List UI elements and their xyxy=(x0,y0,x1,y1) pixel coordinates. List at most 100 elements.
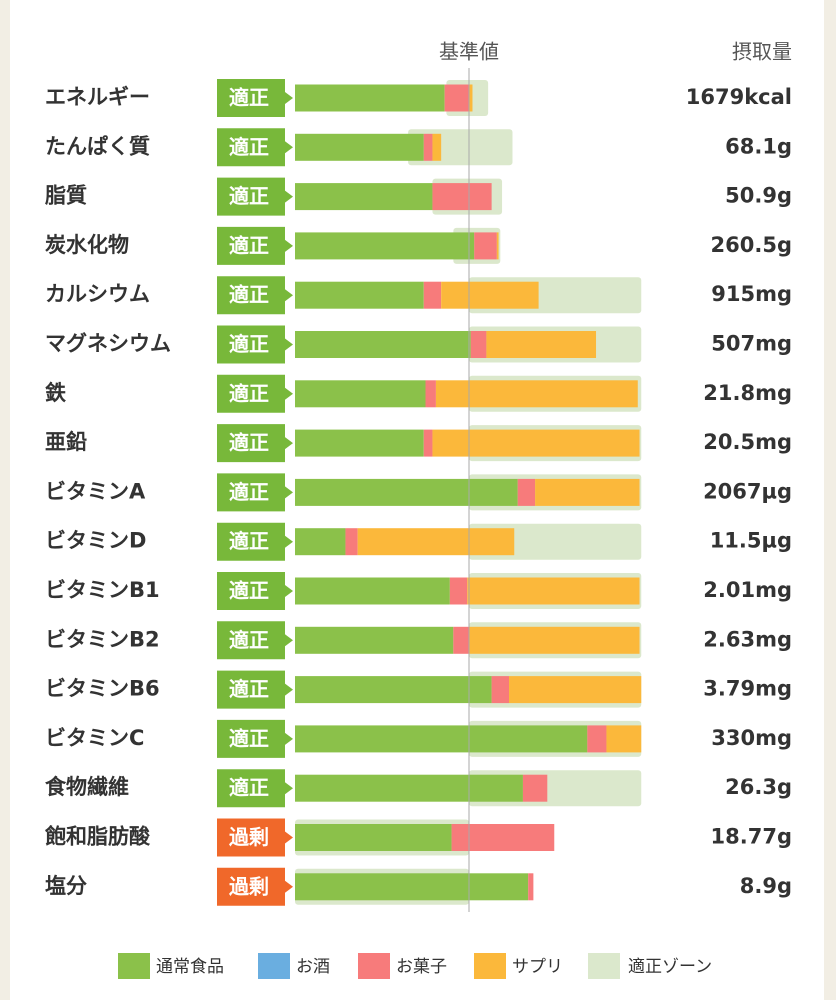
status-badge xyxy=(217,473,293,512)
amount-label: 2.63mg xyxy=(703,627,792,651)
category-label: ビタミンB1 xyxy=(45,578,160,602)
category-label: 食物繊維 xyxy=(45,775,129,799)
status-label: 適正 xyxy=(229,135,269,159)
bar-segment xyxy=(451,824,555,851)
category-label: ビタミンB2 xyxy=(45,627,160,651)
legend-swatch xyxy=(358,953,390,979)
bar-segment xyxy=(517,478,536,506)
bar-segment xyxy=(535,478,640,506)
bar-segment xyxy=(295,84,445,112)
status-label: 適正 xyxy=(229,381,269,405)
amount-label: 11.5µg xyxy=(710,529,792,553)
legend-swatch xyxy=(474,953,506,979)
amount-label: 8.9g xyxy=(740,874,792,898)
bar-segment xyxy=(470,331,487,358)
status-badge xyxy=(217,719,293,758)
status-badge xyxy=(217,226,293,265)
status-badge xyxy=(217,769,293,808)
bar-segment xyxy=(496,232,499,260)
bar-segment xyxy=(587,725,607,753)
category-label: 飽和脂肪酸 xyxy=(44,825,151,849)
bar-segment xyxy=(469,626,640,654)
amount-label: 915mg xyxy=(711,282,792,306)
amount-label: 1679kcal xyxy=(686,85,792,109)
status-label: 適正 xyxy=(229,283,269,307)
amount-label: 26.3g xyxy=(725,775,792,799)
bar-segment xyxy=(528,873,534,901)
bar-segment xyxy=(491,676,510,704)
bar-segment xyxy=(425,380,436,408)
reference-label: 基準値 xyxy=(439,40,499,64)
category-label: 炭水化物 xyxy=(45,233,129,257)
bar-segment xyxy=(522,774,548,802)
bar-segment xyxy=(295,429,424,457)
status-label: 適正 xyxy=(229,677,269,701)
status-label: 適正 xyxy=(229,184,269,208)
bar-segment xyxy=(453,626,469,654)
status-badge xyxy=(217,572,293,610)
status-label: 適正 xyxy=(229,776,269,800)
bar-segment xyxy=(295,133,424,161)
status-badge xyxy=(217,374,293,413)
bar-segment xyxy=(423,429,433,457)
status-label: 適正 xyxy=(229,579,269,603)
status-badge xyxy=(217,424,293,463)
bar-segment xyxy=(486,331,597,358)
bar-segment xyxy=(295,774,523,802)
category-label: 脂質 xyxy=(45,184,87,208)
amount-label: 68.1g xyxy=(725,134,792,158)
status-label: 適正 xyxy=(229,332,269,356)
status-badge xyxy=(217,128,293,167)
status-label: 適正 xyxy=(229,480,269,504)
status-badge xyxy=(217,670,293,709)
status-label: 適正 xyxy=(229,86,269,110)
bar-segment xyxy=(295,873,529,901)
legend-label: お酒 xyxy=(296,957,330,977)
status-badge xyxy=(217,325,293,364)
bar-segment xyxy=(423,281,442,309)
amount-label: 20.5mg xyxy=(703,430,792,454)
category-label: ビタミンB6 xyxy=(45,677,160,701)
bar-segment xyxy=(295,183,433,211)
legend-swatch xyxy=(118,953,150,979)
status-label: 過剰 xyxy=(229,874,269,898)
status-label: 適正 xyxy=(229,431,269,455)
status-badge xyxy=(217,276,293,315)
status-label: 過剰 xyxy=(229,825,269,849)
amount-label: 507mg xyxy=(711,332,792,356)
category-label: 塩分 xyxy=(45,874,87,898)
bar-segment xyxy=(295,577,450,605)
category-label: ビタミンA xyxy=(45,479,146,503)
bar-segment xyxy=(467,577,640,605)
bar-segment xyxy=(295,824,452,851)
bar-segment xyxy=(423,133,433,161)
bar-segment xyxy=(295,380,426,408)
bar-segment xyxy=(295,725,588,753)
status-badge xyxy=(217,522,293,561)
amount-label: 260.5g xyxy=(711,233,792,257)
bar-segment xyxy=(295,626,454,654)
bar-segment xyxy=(444,84,469,112)
status-badge xyxy=(217,867,293,906)
bar-segment xyxy=(357,528,515,556)
bar-segment xyxy=(295,478,518,506)
bar-segment xyxy=(295,331,471,358)
amount-label: 18.77g xyxy=(711,825,792,849)
bar-segment xyxy=(432,429,640,457)
bar-segment xyxy=(345,528,358,556)
bar-segment xyxy=(469,84,473,112)
bar-segment xyxy=(432,183,492,211)
bar-segment xyxy=(295,528,346,556)
category-label: マグネシウム xyxy=(45,332,171,356)
amount-label: 50.9g xyxy=(725,184,792,208)
legend-label: お菓子 xyxy=(396,957,447,977)
category-label: 鉄 xyxy=(45,381,66,405)
legend-swatch xyxy=(258,953,290,979)
bar-segment xyxy=(435,380,638,408)
amount-label: 2.01mg xyxy=(703,578,792,602)
status-badge xyxy=(217,177,293,216)
amount-label: 2067µg xyxy=(703,479,792,503)
amount-label: 330mg xyxy=(711,726,792,750)
